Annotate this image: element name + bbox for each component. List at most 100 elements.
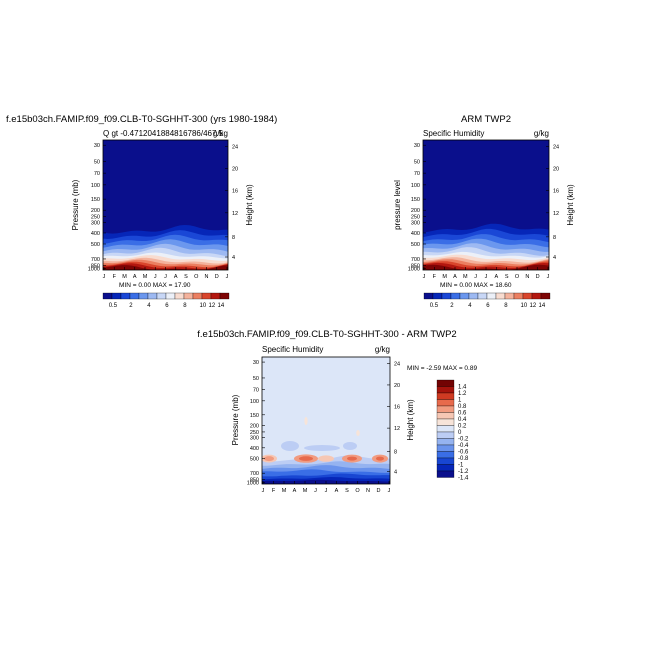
panel-diff-ylabel: Pressure (mb) xyxy=(231,394,240,445)
x-tick-label: J xyxy=(154,274,157,280)
colorbar-label: 0.5 xyxy=(109,303,118,309)
panel-obs-colorbar: 0.5 2 4 6 8 10 12 14 xyxy=(423,292,551,309)
colorbar-swatch xyxy=(522,292,533,300)
y-tick-label: 500 xyxy=(411,242,420,248)
y-right-tick-label: 12 xyxy=(232,211,238,217)
x-tick-label: J xyxy=(325,488,328,494)
y-tick-label: 50 xyxy=(253,376,259,382)
colorbar-label: -0.4 xyxy=(458,443,469,449)
colorbar-swatch xyxy=(210,292,221,300)
colorbar-label: 4 xyxy=(147,303,151,309)
x-tick-label: F xyxy=(113,274,117,280)
panel-model-right-text: g/kg xyxy=(213,129,228,138)
colorbar-swatch xyxy=(436,425,455,433)
x-tick-label: O xyxy=(355,488,360,494)
y-tick-label: 250 xyxy=(411,215,420,221)
x-tick-label: A xyxy=(174,274,178,280)
colorbar-label: 14 xyxy=(539,303,546,309)
panel-model-minmax: MIN = 0.00 MAX = 17.90 xyxy=(119,282,191,289)
y-tick-label: 700 xyxy=(411,257,420,263)
panel-diff-ylabel-right: Height (km) xyxy=(406,399,415,441)
x-tick-label: S xyxy=(505,274,509,280)
colorbar-swatch xyxy=(531,292,542,300)
y-tick-label: 70 xyxy=(94,171,100,177)
panel-model-ylabel-right: Height (km) xyxy=(245,184,254,226)
y-right-tick-label: 8 xyxy=(232,235,235,241)
colorbar-swatch xyxy=(436,451,455,459)
y-tick-label: 850 xyxy=(91,263,100,269)
x-tick-label: O xyxy=(194,274,199,280)
x-tick-label: M xyxy=(463,274,468,280)
contour-band xyxy=(343,442,357,450)
colorbar-swatch xyxy=(183,292,194,300)
y-right-tick-label: 24 xyxy=(232,145,238,151)
colorbar-label: 8 xyxy=(504,303,508,309)
y-tick-label: 400 xyxy=(411,231,420,237)
panel-model-ylabel: Pressure (mb) xyxy=(71,179,80,230)
x-tick-label: F xyxy=(433,274,437,280)
colorbar-label: -1 xyxy=(458,463,464,469)
panel-obs-left-text: Specific Humidity xyxy=(423,129,484,138)
colorbar-label: -0.2 xyxy=(458,437,469,443)
colorbar-swatch xyxy=(192,292,203,300)
y-tick-label: 200 xyxy=(250,424,259,430)
contour-band xyxy=(423,262,549,270)
colorbar-swatch xyxy=(477,292,488,300)
colorbar-swatch xyxy=(156,292,167,300)
x-tick-label: F xyxy=(272,488,276,494)
colorbar-swatch xyxy=(147,292,158,300)
y-tick-label: 30 xyxy=(414,143,420,149)
colorbar-swatch xyxy=(436,405,455,413)
x-tick-label: M xyxy=(143,274,148,280)
contour-band xyxy=(347,456,357,461)
y-tick-label: 850 xyxy=(250,478,259,484)
panel-obs-ylabel-right: Height (km) xyxy=(566,184,575,226)
y-tick-label: 200 xyxy=(411,208,420,214)
y-tick-label: 850 xyxy=(411,263,420,269)
colorbar-label: 2 xyxy=(129,303,133,309)
colorbar-swatch xyxy=(436,392,455,400)
x-tick-label: S xyxy=(345,488,349,494)
colorbar-swatch xyxy=(436,438,455,446)
colorbar-label: 0.4 xyxy=(458,417,467,423)
colorbar-swatch xyxy=(436,470,455,478)
colorbar-label: 10 xyxy=(200,303,207,309)
x-tick-label: J xyxy=(485,274,488,280)
x-tick-label: D xyxy=(215,274,219,280)
y-tick-label: 500 xyxy=(91,242,100,248)
y-tick-label: 400 xyxy=(91,231,100,237)
colorbar-swatch xyxy=(436,386,455,394)
contour-band xyxy=(281,441,299,451)
x-tick-label: S xyxy=(184,274,188,280)
y-tick-label: 500 xyxy=(250,457,259,463)
x-tick-label: A xyxy=(453,274,457,280)
y-tick-label: 50 xyxy=(414,159,420,165)
colorbar-swatch xyxy=(540,292,551,300)
colorbar-label: -0.8 xyxy=(458,456,469,462)
y-right-tick-label: 12 xyxy=(394,426,400,432)
contour-band xyxy=(264,456,274,462)
panel-obs-right-text: g/kg xyxy=(534,129,549,138)
colorbar-label: 0.8 xyxy=(458,404,467,410)
y-right-tick-label: 24 xyxy=(394,361,400,367)
y-tick-label: 1000 xyxy=(408,267,420,273)
y-tick-label: 200 xyxy=(91,208,100,214)
x-tick-label: N xyxy=(205,274,209,280)
x-tick-label: M xyxy=(442,274,447,280)
colorbar-swatch xyxy=(436,431,455,439)
x-tick-label: A xyxy=(335,488,339,494)
y-right-tick-label: 16 xyxy=(394,405,400,411)
x-tick-label: J xyxy=(388,488,391,494)
x-tick-label: J xyxy=(262,488,265,494)
colorbar-label: 8 xyxy=(183,303,187,309)
colorbar-swatch xyxy=(436,418,455,426)
colorbar-swatch xyxy=(436,457,455,465)
colorbar-label: 4 xyxy=(468,303,472,309)
y-right-tick-label: 20 xyxy=(232,167,238,173)
colorbar-swatch xyxy=(486,292,497,300)
colorbar-swatch xyxy=(513,292,524,300)
x-tick-label: N xyxy=(366,488,370,494)
colorbar-label: 6 xyxy=(165,303,169,309)
colorbar-swatch xyxy=(102,292,113,300)
